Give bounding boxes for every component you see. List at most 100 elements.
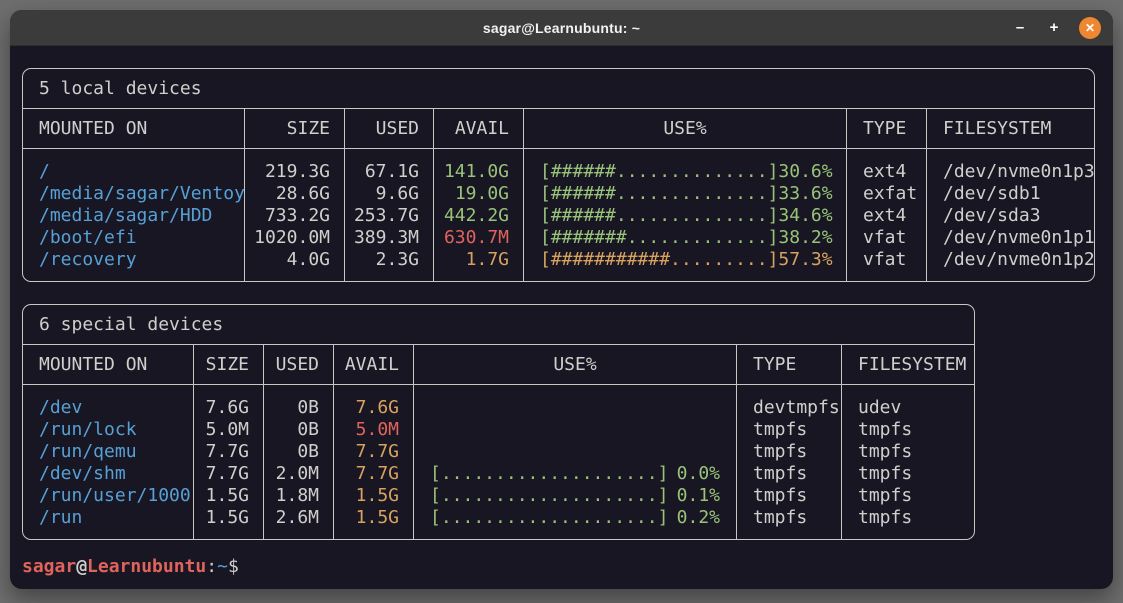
size-cell: 1.5G [205, 485, 249, 506]
type-cell: tmpfs [753, 441, 808, 462]
type-cell: tmpfs [753, 485, 808, 506]
special-devices-table: 6 special devices MOUNTED ON SIZE USED A… [22, 304, 975, 540]
prompt-user: sagar [22, 556, 77, 577]
avail-cell: 1.5G [355, 507, 399, 528]
table-column-type: devtmpfs tmpfs tmpfs tmpfs tmpfs tmpfs [736, 385, 841, 539]
avail-cell: 7.7G [355, 441, 399, 462]
header-use-pct: USE% [413, 345, 736, 384]
table-column-avail: 141.0G 19.0G 442.2G 630.7M 1.7G [433, 149, 523, 281]
size-cell: 7.7G [205, 441, 249, 462]
size-cell: 733.2G [264, 205, 330, 226]
terminal-window: sagar@Learnubuntu: ~ – + ✕ 5 local devic… [10, 10, 1113, 589]
mount-point-cell: /recovery [39, 249, 137, 270]
prompt-dollar: $ [227, 556, 239, 577]
mount-point-cell: /run/user/1000 [39, 485, 191, 506]
type-cell: exfat [863, 183, 918, 204]
usage-bar: [######..............] [540, 205, 779, 226]
avail-cell: 5.0M [355, 419, 399, 440]
header-used: USED [344, 109, 433, 148]
size-cell: 5.0M [205, 419, 249, 440]
filesystem-cell: tmpfs [858, 441, 913, 462]
header-used: USED [263, 345, 333, 384]
size-cell: 7.6G [205, 397, 249, 418]
filesystem-cell: /dev/sdb1 [943, 183, 1041, 204]
mount-point-cell: /dev/shm [39, 463, 126, 484]
type-cell: devtmpfs [753, 397, 840, 418]
usage-cell: [#######.............] 38.2% [524, 227, 846, 249]
size-cell: 1020.0M [254, 227, 330, 248]
usage-cell: [###########.........] 57.3% [524, 249, 846, 271]
used-cell: 2.3G [375, 249, 419, 270]
special-devices-body: /dev/run/lock/run/qemu/dev/shm/run/user/… [23, 385, 974, 539]
maximize-button[interactable]: + [1049, 19, 1059, 36]
usage-cell [414, 441, 736, 463]
used-cell: 9.6G [375, 183, 419, 204]
table-column-mount: //media/sagar/Ventoy/media/sagar/HDD/boo… [23, 149, 244, 281]
prompt-host: Learnubuntu [87, 556, 207, 577]
table-column-mount: /dev/run/lock/run/qemu/dev/shm/run/user/… [23, 385, 193, 539]
type-cell: ext4 [863, 205, 907, 226]
header-avail: AVAIL [433, 109, 523, 148]
header-size: SIZE [244, 109, 344, 148]
local-devices-header: MOUNTED ON SIZE USED AVAIL USE% TYPE FIL… [23, 108, 1094, 149]
avail-cell: 7.6G [355, 397, 399, 418]
close-icon: ✕ [1084, 20, 1096, 35]
used-cell: 389.3M [353, 227, 419, 248]
usage-cell: [######..............] 33.6% [524, 183, 846, 205]
table-column-fs: /dev/nvme0n1p3/dev/sdb1/dev/sda3/dev/nvm… [926, 149, 1094, 281]
usage-percent: 0.1% [676, 485, 720, 506]
usage-cell [414, 419, 736, 441]
usage-bar: [#######.............] [540, 227, 779, 248]
table-column-size: 7.6G 5.0M 7.7G 7.7G 1.5G 1.5G [193, 385, 263, 539]
mount-point-cell: /boot/efi [39, 227, 137, 248]
filesystem-cell: tmpfs [858, 419, 913, 440]
avail-cell: 1.7G [465, 249, 509, 270]
terminal-screen[interactable]: 5 local devices MOUNTED ON SIZE USED AVA… [10, 46, 1113, 578]
usage-cell: [....................] 0.1% [414, 485, 736, 507]
table-column-type: ext4 exfat ext4 vfat vfat [846, 149, 926, 281]
avail-cell: 1.5G [355, 485, 399, 506]
type-cell: tmpfs [753, 507, 808, 528]
type-cell: vfat [863, 249, 907, 270]
header-mounted-on: MOUNTED ON [39, 354, 148, 375]
usage-cell: [######..............] 34.6% [524, 205, 846, 227]
avail-cell: 141.0G [443, 161, 509, 182]
table-column-size: 219.3G 28.6G 733.2G 1020.0M 4.0G [244, 149, 344, 281]
used-cell: 0B [297, 441, 319, 462]
mount-point-cell: /run [39, 507, 83, 528]
filesystem-cell: /dev/sda3 [943, 205, 1041, 226]
filesystem-cell: /dev/nvme0n1p2 [943, 249, 1094, 270]
titlebar[interactable]: sagar@Learnubuntu: ~ – + ✕ [10, 10, 1113, 46]
size-cell: 1.5G [205, 507, 249, 528]
table-column-used: 67.1G 9.6G 253.7G 389.3M 2.3G [344, 149, 433, 281]
usage-bar: [######..............] [540, 183, 779, 204]
minimize-button[interactable]: – [1015, 19, 1025, 36]
close-button[interactable]: ✕ [1079, 16, 1101, 39]
table-column-use: [######..............] 30.6% [######......… [523, 149, 846, 281]
usage-bar: [....................] [430, 485, 669, 506]
usage-percent: 57.3% [778, 249, 833, 270]
table-column-avail: 7.6G 5.0M 7.7G 7.7G 1.5G 1.5G [333, 385, 413, 539]
avail-cell: 19.0G [454, 183, 509, 204]
header-filesystem: FILESYSTEM [926, 109, 1094, 148]
used-cell: 67.1G [364, 161, 419, 182]
usage-percent: 38.2% [778, 227, 833, 248]
header-size: SIZE [193, 345, 263, 384]
used-cell: 0B [297, 397, 319, 418]
prompt-colon: : [206, 556, 218, 577]
header-mounted-on: MOUNTED ON [39, 118, 148, 139]
table-column-use: [....................] 0.0% [.............… [413, 385, 736, 539]
header-type: TYPE [846, 109, 926, 148]
filesystem-cell: /dev/nvme0n1p3 [943, 161, 1094, 182]
window-controls: – + ✕ [1011, 10, 1101, 45]
type-cell: vfat [863, 227, 907, 248]
size-cell: 28.6G [275, 183, 330, 204]
shell-prompt: sagar@Learnubuntu:~$ [22, 556, 1101, 578]
mount-point-cell: /media/sagar/HDD [39, 205, 213, 226]
mount-point-cell: /run/lock [39, 419, 137, 440]
table-column-fs: udev tmpfs tmpfs tmpfs tmpfs tmpfs [841, 385, 974, 539]
filesystem-cell: tmpfs [858, 507, 913, 528]
usage-percent: 33.6% [778, 183, 833, 204]
size-cell: 7.7G [205, 463, 249, 484]
type-cell: tmpfs [753, 463, 808, 484]
